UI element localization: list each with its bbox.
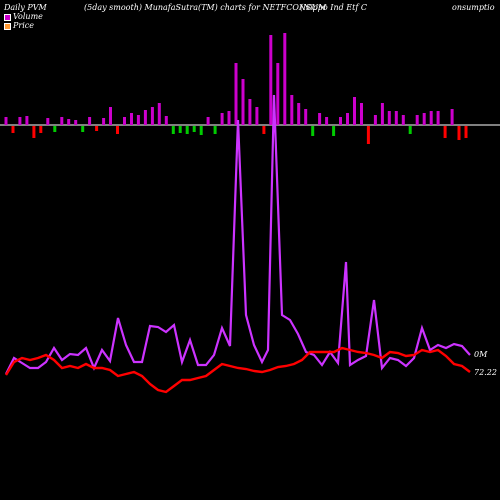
volume-bar: [450, 109, 454, 125]
volume-bar: [157, 103, 161, 125]
header-title: (5day smooth) MunafaSutra(TM) charts for…: [84, 3, 327, 12]
legend-price: Price: [4, 21, 34, 30]
volume-bar: [199, 126, 203, 135]
volume-bar: [304, 109, 308, 125]
volume-line: [5, 94, 471, 375]
volume-bar: [248, 99, 252, 125]
volume-bar: [325, 117, 329, 125]
volume-bar: [443, 126, 447, 138]
volume-bar: [269, 35, 273, 125]
volume-bar: [109, 107, 112, 125]
volume-bar: [436, 111, 440, 125]
volume-bar: [220, 113, 224, 125]
volume-bar: [60, 117, 64, 125]
volume-bar: [25, 116, 29, 125]
price-end-label: 72.22: [474, 368, 497, 377]
volume-bar: [74, 120, 78, 125]
volume-bar: [185, 126, 189, 134]
volume-bar: [408, 126, 412, 134]
volume-bar: [130, 113, 133, 125]
volume-bar: [95, 126, 99, 131]
volume-bar: [380, 103, 384, 125]
legend-volume: Volume: [4, 12, 43, 21]
volume-bars: [4, 33, 468, 144]
volume-bar: [276, 63, 280, 125]
volume-bar: [81, 126, 85, 132]
volume-bar: [353, 97, 356, 125]
volume-bar: [32, 126, 36, 138]
legend-price-swatch: [4, 22, 11, 30]
volume-bar: [123, 117, 126, 125]
header-name-b: onsumptio: [452, 3, 495, 12]
volume-bar: [11, 126, 15, 133]
volume-bar: [415, 115, 419, 125]
volume-bar: [213, 126, 217, 134]
volume-bar: [332, 126, 336, 136]
legend-volume-swatch: [4, 13, 11, 21]
volume-bar: [311, 126, 315, 136]
volume-bar: [401, 115, 405, 125]
volume-bar: [116, 126, 119, 134]
volume-bar: [255, 107, 259, 125]
volume-bar: [206, 117, 210, 125]
volume-end-label: 0M: [474, 350, 488, 359]
legend-price-label: Price: [13, 21, 34, 30]
volume-bar: [429, 111, 433, 125]
volume-bar: [136, 115, 140, 125]
volume-bar: [366, 126, 370, 144]
volume-bar: [234, 63, 238, 125]
volume-bar: [150, 107, 154, 125]
volume-bar: [387, 111, 391, 125]
volume-bar: [53, 126, 57, 132]
price-line: [4, 346, 471, 394]
volume-bar: [373, 115, 377, 125]
volume-bar: [422, 113, 426, 125]
volume-bar: [394, 111, 398, 125]
volume-bar: [67, 119, 71, 125]
volume-bar: [46, 118, 50, 125]
volume-bar: [143, 110, 147, 125]
volume-bar: [318, 113, 322, 125]
volume-bar: [178, 126, 182, 133]
header-period: Daily PVM: [4, 3, 47, 12]
volume-bar: [102, 118, 106, 125]
volume-bar: [241, 79, 245, 125]
legend-volume-label: Volume: [13, 12, 43, 21]
volume-bar: [457, 126, 461, 140]
volume-bar: [171, 126, 175, 134]
volume-bar: [346, 113, 349, 125]
header-name-a: (Nippo Ind Etf C: [300, 3, 367, 12]
volume-bar: [262, 126, 266, 134]
volume-bar: [88, 117, 92, 125]
volume-bar: [283, 33, 287, 125]
volume-bar: [360, 103, 363, 125]
volume-bar: [290, 95, 294, 125]
volume-bar: [339, 117, 342, 125]
volume-bar: [39, 126, 43, 133]
volume-bar: [464, 126, 468, 138]
volume-bar: [164, 116, 168, 125]
volume-bar: [227, 111, 231, 125]
volume-bar: [4, 117, 8, 125]
volume-bar: [192, 126, 196, 132]
volume-bar: [297, 103, 301, 125]
volume-bar: [18, 117, 22, 125]
